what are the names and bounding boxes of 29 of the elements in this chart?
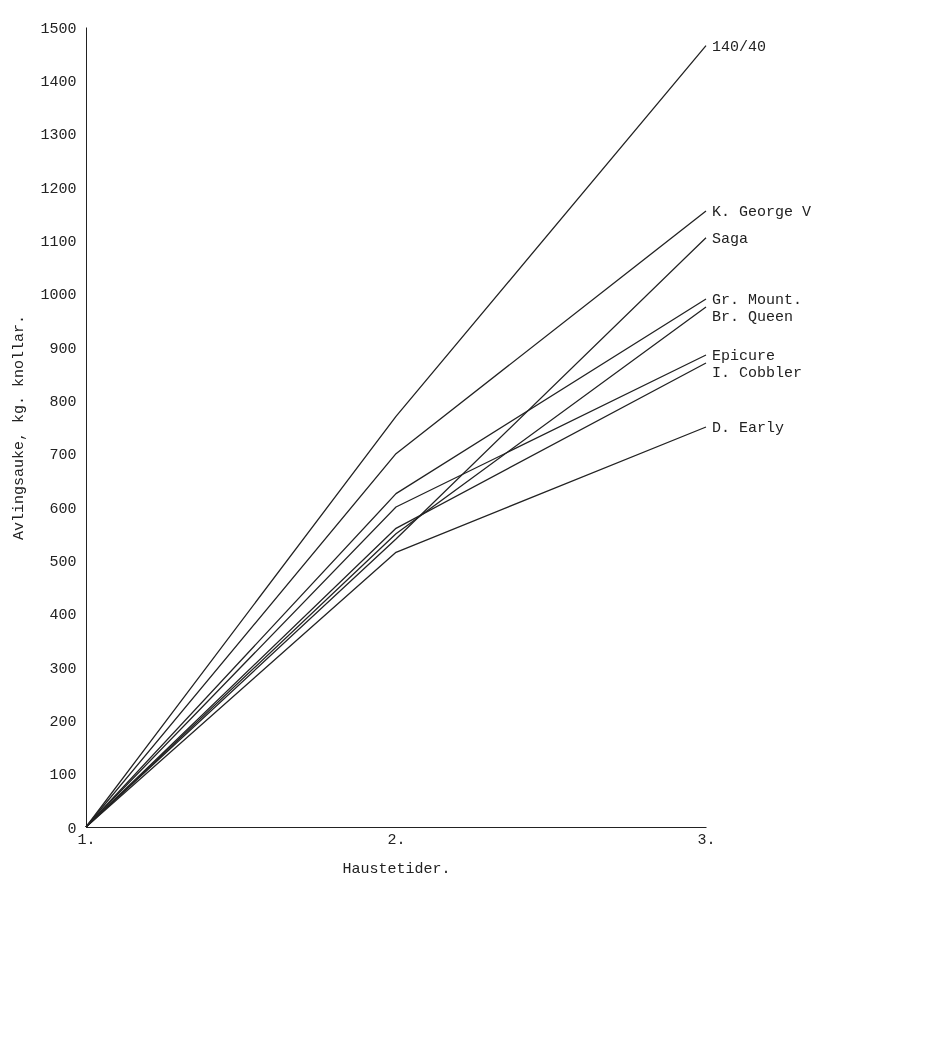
y-tick-label: 1000 <box>40 287 77 305</box>
y-tick-label: 200 <box>49 713 77 731</box>
series-label: D. Early <box>712 420 785 437</box>
y-tick-label: 400 <box>49 607 77 625</box>
series-label: K. George V <box>712 204 812 221</box>
series-label: I. Cobbler <box>712 365 803 382</box>
series-label: Br. Queen <box>712 309 794 326</box>
y-tick-label: 0 <box>67 820 77 838</box>
y-tick-label: 500 <box>49 553 77 571</box>
y-tick-label: 1400 <box>40 73 77 91</box>
y-tick-label: 1100 <box>40 233 77 251</box>
x-tick-label: 1. <box>77 831 96 849</box>
x-tick-label: 3. <box>697 831 716 849</box>
series-label: Saga <box>712 230 749 248</box>
y-axis-title: Avlingsauke, kg. knollar. <box>11 314 29 541</box>
y-tick-label: 600 <box>49 500 77 518</box>
y-tick-label: 900 <box>49 340 77 358</box>
y-tick-label: 1200 <box>40 180 77 198</box>
series-label: 140/40 <box>712 38 767 56</box>
y-tick-label: 700 <box>49 447 77 465</box>
series-label: Epicure <box>712 348 776 365</box>
y-tick-label: 100 <box>49 767 77 785</box>
series-label: Gr. Mount. <box>712 292 803 309</box>
x-axis-title: Haustetider. <box>342 860 451 878</box>
y-tick-label: 1500 <box>40 20 77 38</box>
y-tick-label: 800 <box>49 393 77 411</box>
y-tick-label: 300 <box>49 660 77 678</box>
y-tick-label: 1300 <box>40 127 77 145</box>
x-tick-label: 2. <box>387 831 406 849</box>
